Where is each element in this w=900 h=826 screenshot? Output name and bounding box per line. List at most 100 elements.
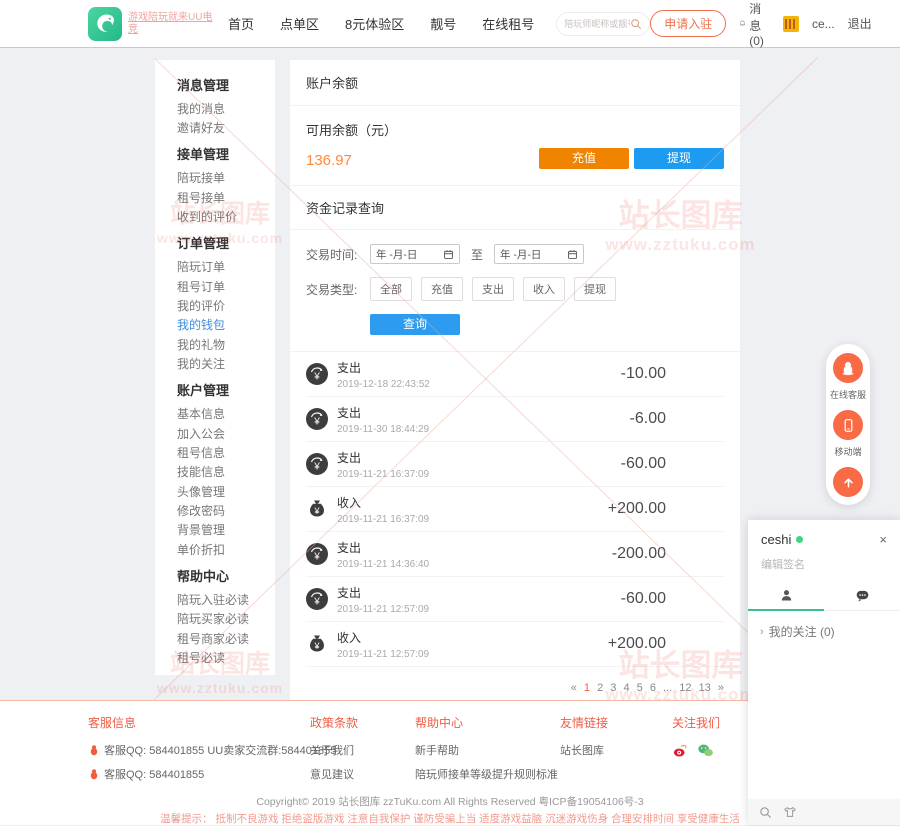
expense-icon: ¥: [306, 363, 328, 385]
footer-link-newbie-help[interactable]: 新手帮助: [415, 745, 459, 757]
sidebar: 消息管理 我的消息 邀请好友 接单管理 陪玩接单 租号接单 收到的评价 订单管理…: [155, 60, 275, 675]
sidebar-item-rent-merchant-guide[interactable]: 租号商家必读: [177, 631, 250, 646]
nav-item-trial-zone[interactable]: 8元体验区: [345, 17, 405, 32]
footer-link-zztuku[interactable]: 站长图库: [560, 745, 604, 757]
pagination-page-12[interactable]: 12: [679, 682, 692, 694]
query-submit-button[interactable]: 查询: [370, 314, 460, 335]
search-icon[interactable]: [759, 806, 772, 819]
footer-link-feedback[interactable]: 意见建议: [310, 769, 354, 781]
sidebar-item-change-password[interactable]: 修改密码: [177, 504, 226, 519]
sidebar-item-received-reviews[interactable]: 收到的评价: [177, 210, 238, 225]
bell-icon: [740, 20, 746, 27]
online-service-button[interactable]: [833, 353, 863, 383]
nav-item-online-rent[interactable]: 在线租号: [482, 17, 535, 32]
sidebar-item-skill-info[interactable]: 技能信息: [177, 465, 226, 480]
my-follows-group[interactable]: › 我的关注 (0): [748, 611, 900, 652]
calendar-icon: [568, 249, 577, 259]
transaction-type: 支出: [337, 405, 362, 420]
sidebar-item-my-reviews[interactable]: 我的评价: [177, 298, 226, 313]
withdraw-button[interactable]: 提现: [634, 148, 724, 169]
site-logo[interactable]: [88, 6, 122, 41]
type-filter-expense[interactable]: 支出: [472, 277, 514, 301]
date-to-input[interactable]: 年 -月-日: [494, 244, 585, 264]
transaction-amount: -6.00: [629, 410, 666, 427]
username-label[interactable]: ce...: [811, 16, 835, 31]
main-menu: 首页 点单区 8元体验区 靓号 在线租号: [228, 14, 534, 33]
messages-link[interactable]: 消息(0): [739, 0, 770, 48]
service-qq-line[interactable]: 客服QQ: 584401855: [88, 766, 336, 782]
sidebar-item-rent-accept[interactable]: 租号接单: [177, 190, 226, 205]
pagination-prev[interactable]: «: [570, 682, 577, 694]
sidebar-item-rent-info[interactable]: 租号信息: [177, 445, 226, 460]
nav-item-nice-number[interactable]: 靓号: [430, 17, 457, 32]
pagination-page-1[interactable]: 1: [583, 682, 591, 694]
footer-link-about[interactable]: 关于我们: [310, 745, 354, 757]
sidebar-item-invite-friends[interactable]: 邀请好友: [177, 121, 226, 136]
pagination-page-6[interactable]: 6: [649, 682, 656, 694]
transaction-type: 支出: [337, 585, 362, 600]
nav-item-home[interactable]: 首页: [228, 17, 255, 32]
date-from-input[interactable]: 年 -月-日: [370, 244, 460, 264]
user-avatar[interactable]: [782, 15, 799, 32]
sidebar-item-my-wallet[interactable]: 我的钱包: [177, 318, 226, 333]
pagination-page-5[interactable]: 5: [636, 682, 643, 694]
pagination-page-3[interactable]: 3: [610, 682, 617, 694]
type-filter-income[interactable]: 收入: [523, 277, 565, 301]
close-icon[interactable]: ×: [879, 532, 887, 547]
t-shirt-icon[interactable]: [783, 805, 797, 819]
weibo-icon[interactable]: [672, 742, 689, 759]
person-icon: [781, 590, 791, 601]
tab-contacts[interactable]: [748, 581, 824, 611]
logout-link[interactable]: 退出: [847, 17, 872, 31]
transaction-time: 2019-11-21 12:57:09: [337, 648, 430, 660]
mobile-version-button[interactable]: [833, 410, 863, 440]
search-input[interactable]: [564, 18, 631, 29]
messages-label: 消息(0): [749, 1, 764, 48]
transaction-amount: -60.00: [620, 590, 666, 607]
footer-link-level-rules[interactable]: 陪玩师接单等级提升规则标准: [415, 769, 558, 781]
pagination-page-13[interactable]: 13: [698, 682, 711, 694]
search-icon[interactable]: [630, 18, 642, 30]
sidebar-item-basic-info[interactable]: 基本信息: [177, 407, 226, 422]
transaction-time: 2019-11-21 16:37:09: [337, 468, 430, 480]
sidebar-item-price-discount[interactable]: 单价折扣: [177, 542, 226, 557]
sidebar-item-rent-guide[interactable]: 租号必读: [177, 651, 226, 666]
type-filter-recharge[interactable]: 充值: [421, 277, 463, 301]
pagination-page-4[interactable]: 4: [623, 682, 630, 694]
recharge-button[interactable]: 充值: [539, 148, 629, 169]
back-to-top-button[interactable]: [833, 467, 863, 497]
chat-widget: ceshi × 编辑签名 › 我的关注 (0): [748, 520, 900, 825]
svg-text:¥: ¥: [313, 506, 320, 516]
sidebar-item-my-follows[interactable]: 我的关注: [177, 357, 226, 372]
brand-tagline: 游戏陪玩就来UU电竞: [128, 11, 213, 35]
type-filter-withdraw[interactable]: 提现: [574, 277, 616, 301]
edit-signature-link[interactable]: 编辑签名: [761, 559, 805, 571]
sidebar-item-peiwan-buyer-guide[interactable]: 陪玩买家必读: [177, 612, 250, 627]
search-box[interactable]: [556, 11, 651, 36]
type-filter-all[interactable]: 全部: [370, 277, 412, 301]
tab-conversations[interactable]: [824, 581, 900, 610]
apply-settle-button[interactable]: 申请入驻: [650, 10, 727, 37]
sidebar-item-join-guild[interactable]: 加入公会: [177, 426, 226, 441]
service-qq-line[interactable]: 客服QQ: 584401855 UU卖家交流群:584401855: [88, 742, 336, 758]
sidebar-section-messages: 消息管理: [177, 78, 230, 93]
sidebar-item-background-management[interactable]: 背景管理: [177, 523, 226, 538]
transaction-row: ¥ 支出 2019-11-21 14:36:40 -200.00: [306, 532, 724, 577]
pagination-page-2[interactable]: 2: [597, 682, 604, 694]
wechat-icon[interactable]: [697, 742, 714, 759]
expense-icon: ¥: [306, 453, 328, 475]
sidebar-item-peiwan-orders[interactable]: 陪玩订单: [177, 260, 226, 275]
sidebar-item-avatar-management[interactable]: 头像管理: [177, 484, 226, 499]
copyright-line: Copyright© 2019 站长图库 zzTuKu.com All Righ…: [256, 796, 644, 808]
online-status-dot: [796, 536, 804, 543]
sidebar-item-my-gifts[interactable]: 我的礼物: [177, 337, 226, 352]
sidebar-item-peiwan-accept[interactable]: 陪玩接单: [177, 171, 226, 186]
pagination-next[interactable]: »: [717, 682, 724, 694]
top-navbar: 游戏陪玩就来UU电竞 首页 点单区 8元体验区 靓号 在线租号 申请入驻 消息(…: [0, 0, 900, 48]
nav-item-order-zone[interactable]: 点单区: [280, 17, 320, 32]
sidebar-item-peiwan-join-guide[interactable]: 陪玩入驻必读: [177, 592, 250, 607]
chat-tabs: [748, 581, 900, 611]
transaction-row: ¥ 支出 2019-11-21 16:37:09 -60.00: [306, 442, 724, 487]
sidebar-item-my-messages[interactable]: 我的消息: [177, 102, 226, 116]
sidebar-item-rent-orders[interactable]: 租号订单: [177, 279, 226, 294]
